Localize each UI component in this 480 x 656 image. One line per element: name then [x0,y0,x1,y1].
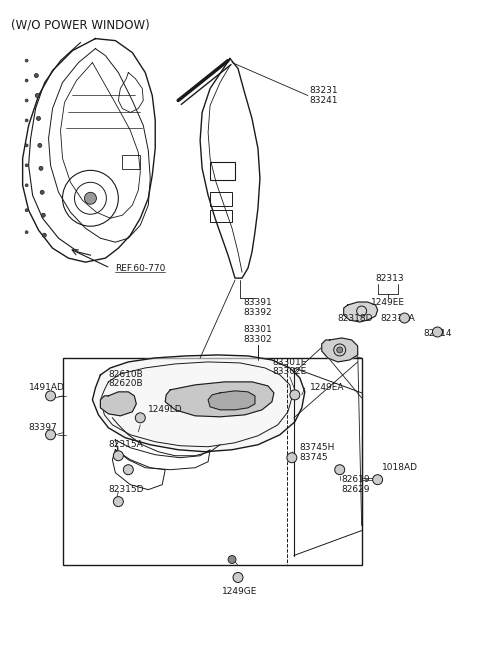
Text: 83391: 83391 [243,298,272,306]
Circle shape [290,390,300,400]
Circle shape [399,313,409,323]
Bar [210,211,232,222]
Bar [122,155,140,169]
Bar [210,162,235,180]
Circle shape [25,99,28,102]
Circle shape [287,453,297,462]
Text: 83745H: 83745H [300,443,335,452]
Text: 82313A: 82313A [380,314,415,323]
Bar [210,192,232,206]
Text: 82610B: 82610B [108,371,143,379]
Text: 1249GE: 1249GE [222,587,258,596]
Circle shape [36,94,39,98]
Text: 83301E: 83301E [273,358,307,367]
Text: 82318D: 82318D [337,314,372,323]
Bar [62,358,361,565]
Text: 1491AD: 1491AD [29,383,64,392]
Circle shape [38,144,42,148]
Text: 83302: 83302 [244,335,272,344]
Polygon shape [322,338,358,362]
Text: 82620B: 82620B [108,379,143,388]
Circle shape [436,329,443,335]
Text: 82313: 82313 [375,274,404,283]
Text: 82314: 82314 [423,329,452,338]
Circle shape [25,209,28,212]
Circle shape [233,573,243,583]
Circle shape [84,192,96,204]
Polygon shape [165,382,274,417]
Polygon shape [100,392,136,416]
Polygon shape [93,355,305,452]
Text: 82315D: 82315D [108,485,144,494]
Text: (W/O POWER WINDOW): (W/O POWER WINDOW) [11,18,149,31]
Circle shape [123,464,133,475]
Circle shape [336,347,343,353]
Text: 82619: 82619 [342,475,371,484]
Circle shape [113,497,123,506]
Circle shape [25,59,28,62]
Text: 1249EE: 1249EE [371,298,405,306]
Polygon shape [344,302,378,322]
Circle shape [46,430,56,440]
Circle shape [42,233,46,237]
Circle shape [25,164,28,167]
Circle shape [25,184,28,187]
Circle shape [432,327,443,337]
Text: 1249LD: 1249LD [148,405,183,415]
Circle shape [335,464,345,475]
Circle shape [135,413,145,423]
Circle shape [46,391,56,401]
Circle shape [41,213,45,217]
Text: 82629: 82629 [342,485,370,494]
Circle shape [25,231,28,234]
Text: 83241: 83241 [310,96,338,105]
Text: 83231: 83231 [310,86,338,95]
Circle shape [113,451,123,461]
Text: 83302E: 83302E [273,367,307,377]
Text: REF.60-770: REF.60-770 [115,264,166,273]
Circle shape [228,556,236,564]
Text: 83745: 83745 [300,453,328,462]
Polygon shape [208,391,255,410]
Circle shape [372,475,383,485]
Text: 1249EA: 1249EA [310,383,344,392]
Circle shape [25,119,28,122]
Text: 83301: 83301 [243,325,272,335]
Circle shape [35,73,38,77]
Text: 83392: 83392 [244,308,272,317]
Circle shape [36,117,40,121]
Text: 1018AD: 1018AD [382,463,418,472]
Circle shape [39,167,43,171]
Text: 82315A: 82315A [108,440,143,449]
Circle shape [40,190,44,194]
Circle shape [25,144,28,147]
Text: 83397: 83397 [29,423,58,432]
Circle shape [25,79,28,82]
